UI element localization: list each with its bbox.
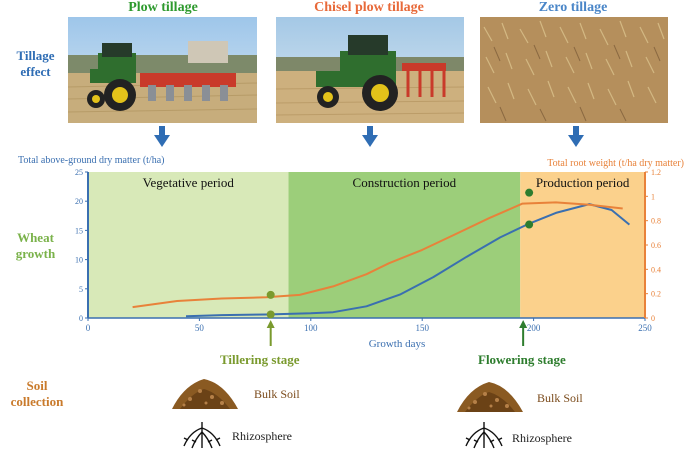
x-tick-label: 150 (415, 323, 429, 333)
bulk-soil-icon (172, 379, 238, 409)
above-ground-dry-matter-line (185, 203, 631, 318)
right-axis-label: Total root weight (t/ha dry matter) (547, 158, 684, 169)
y-left-tick-label: 5 (79, 285, 83, 294)
y-left-tick-label: 0 (79, 314, 83, 323)
bulk-soil-label: Bulk Soil (254, 387, 300, 401)
period-band (520, 172, 645, 318)
period-band (88, 172, 289, 318)
period-label: Construction period (353, 175, 457, 190)
y-right-tick-label: 0.4 (651, 265, 661, 274)
treatment-title-zero: Zero tillage (538, 0, 608, 15)
rhizosphere-root-icon (183, 422, 221, 449)
x-axis-label: Growth days (369, 338, 426, 350)
flowering-stage-label: Flowering stage (478, 352, 566, 367)
treatment-title-plow: Plow tillage (128, 0, 198, 15)
arrow-down-icon (362, 126, 378, 147)
stage-marker (525, 220, 534, 229)
y-left-tick-label: 20 (75, 197, 83, 206)
stage-arrow-head (266, 320, 275, 328)
rhizosphere-label: Rhizosphere (232, 429, 292, 443)
period-band (288, 172, 521, 318)
x-tick-label: 100 (304, 323, 318, 333)
tillering-stage-label: Tillering stage (220, 352, 300, 367)
soil-collection-label: Soil collection (10, 378, 64, 409)
y-right-tick-label: 0.8 (651, 217, 661, 226)
stage-marker (525, 188, 534, 197)
y-left-tick-label: 15 (75, 226, 83, 235)
y-right-tick-label: 0 (651, 314, 655, 323)
left-axis-label: Total above-ground dry matter (t/ha) (18, 155, 164, 166)
chisel-plow-tillage-photo (276, 17, 464, 123)
stage-arrow-head (519, 320, 528, 328)
y-left-tick-label: 25 (75, 168, 83, 177)
rhizosphere-root-icon (465, 422, 503, 449)
rhizosphere-label: Rhizosphere (512, 431, 572, 445)
x-tick-label: 0 (86, 323, 91, 333)
stage-marker (266, 310, 275, 319)
zero-tillage-photo (480, 17, 668, 123)
y-right-tick-label: 1 (651, 192, 655, 201)
arrow-down-icon (568, 126, 584, 147)
y-right-tick-label: 0.2 (651, 290, 661, 299)
x-tick-label: 200 (527, 323, 541, 333)
bulk-soil-icon (457, 382, 523, 412)
tillage-effect-label: Tillage effect (16, 48, 55, 79)
y-left-tick-label: 10 (75, 256, 83, 265)
bulk-soil-label: Bulk Soil (537, 391, 583, 405)
root-weight-line (132, 201, 623, 309)
period-label: Production period (536, 175, 630, 190)
period-label: Vegetative period (143, 175, 235, 190)
plow-tillage-photo (68, 17, 257, 123)
stage-marker (266, 290, 275, 299)
x-tick-label: 250 (638, 323, 652, 333)
arrow-down-icon (154, 126, 170, 147)
y-right-tick-label: 0.6 (651, 241, 661, 250)
y-right-tick-label: 1.2 (651, 168, 661, 177)
x-tick-label: 50 (195, 323, 205, 333)
wheat-growth-label: Wheat growth (15, 230, 56, 261)
treatment-title-chisel: Chisel plow tillage (314, 0, 424, 15)
